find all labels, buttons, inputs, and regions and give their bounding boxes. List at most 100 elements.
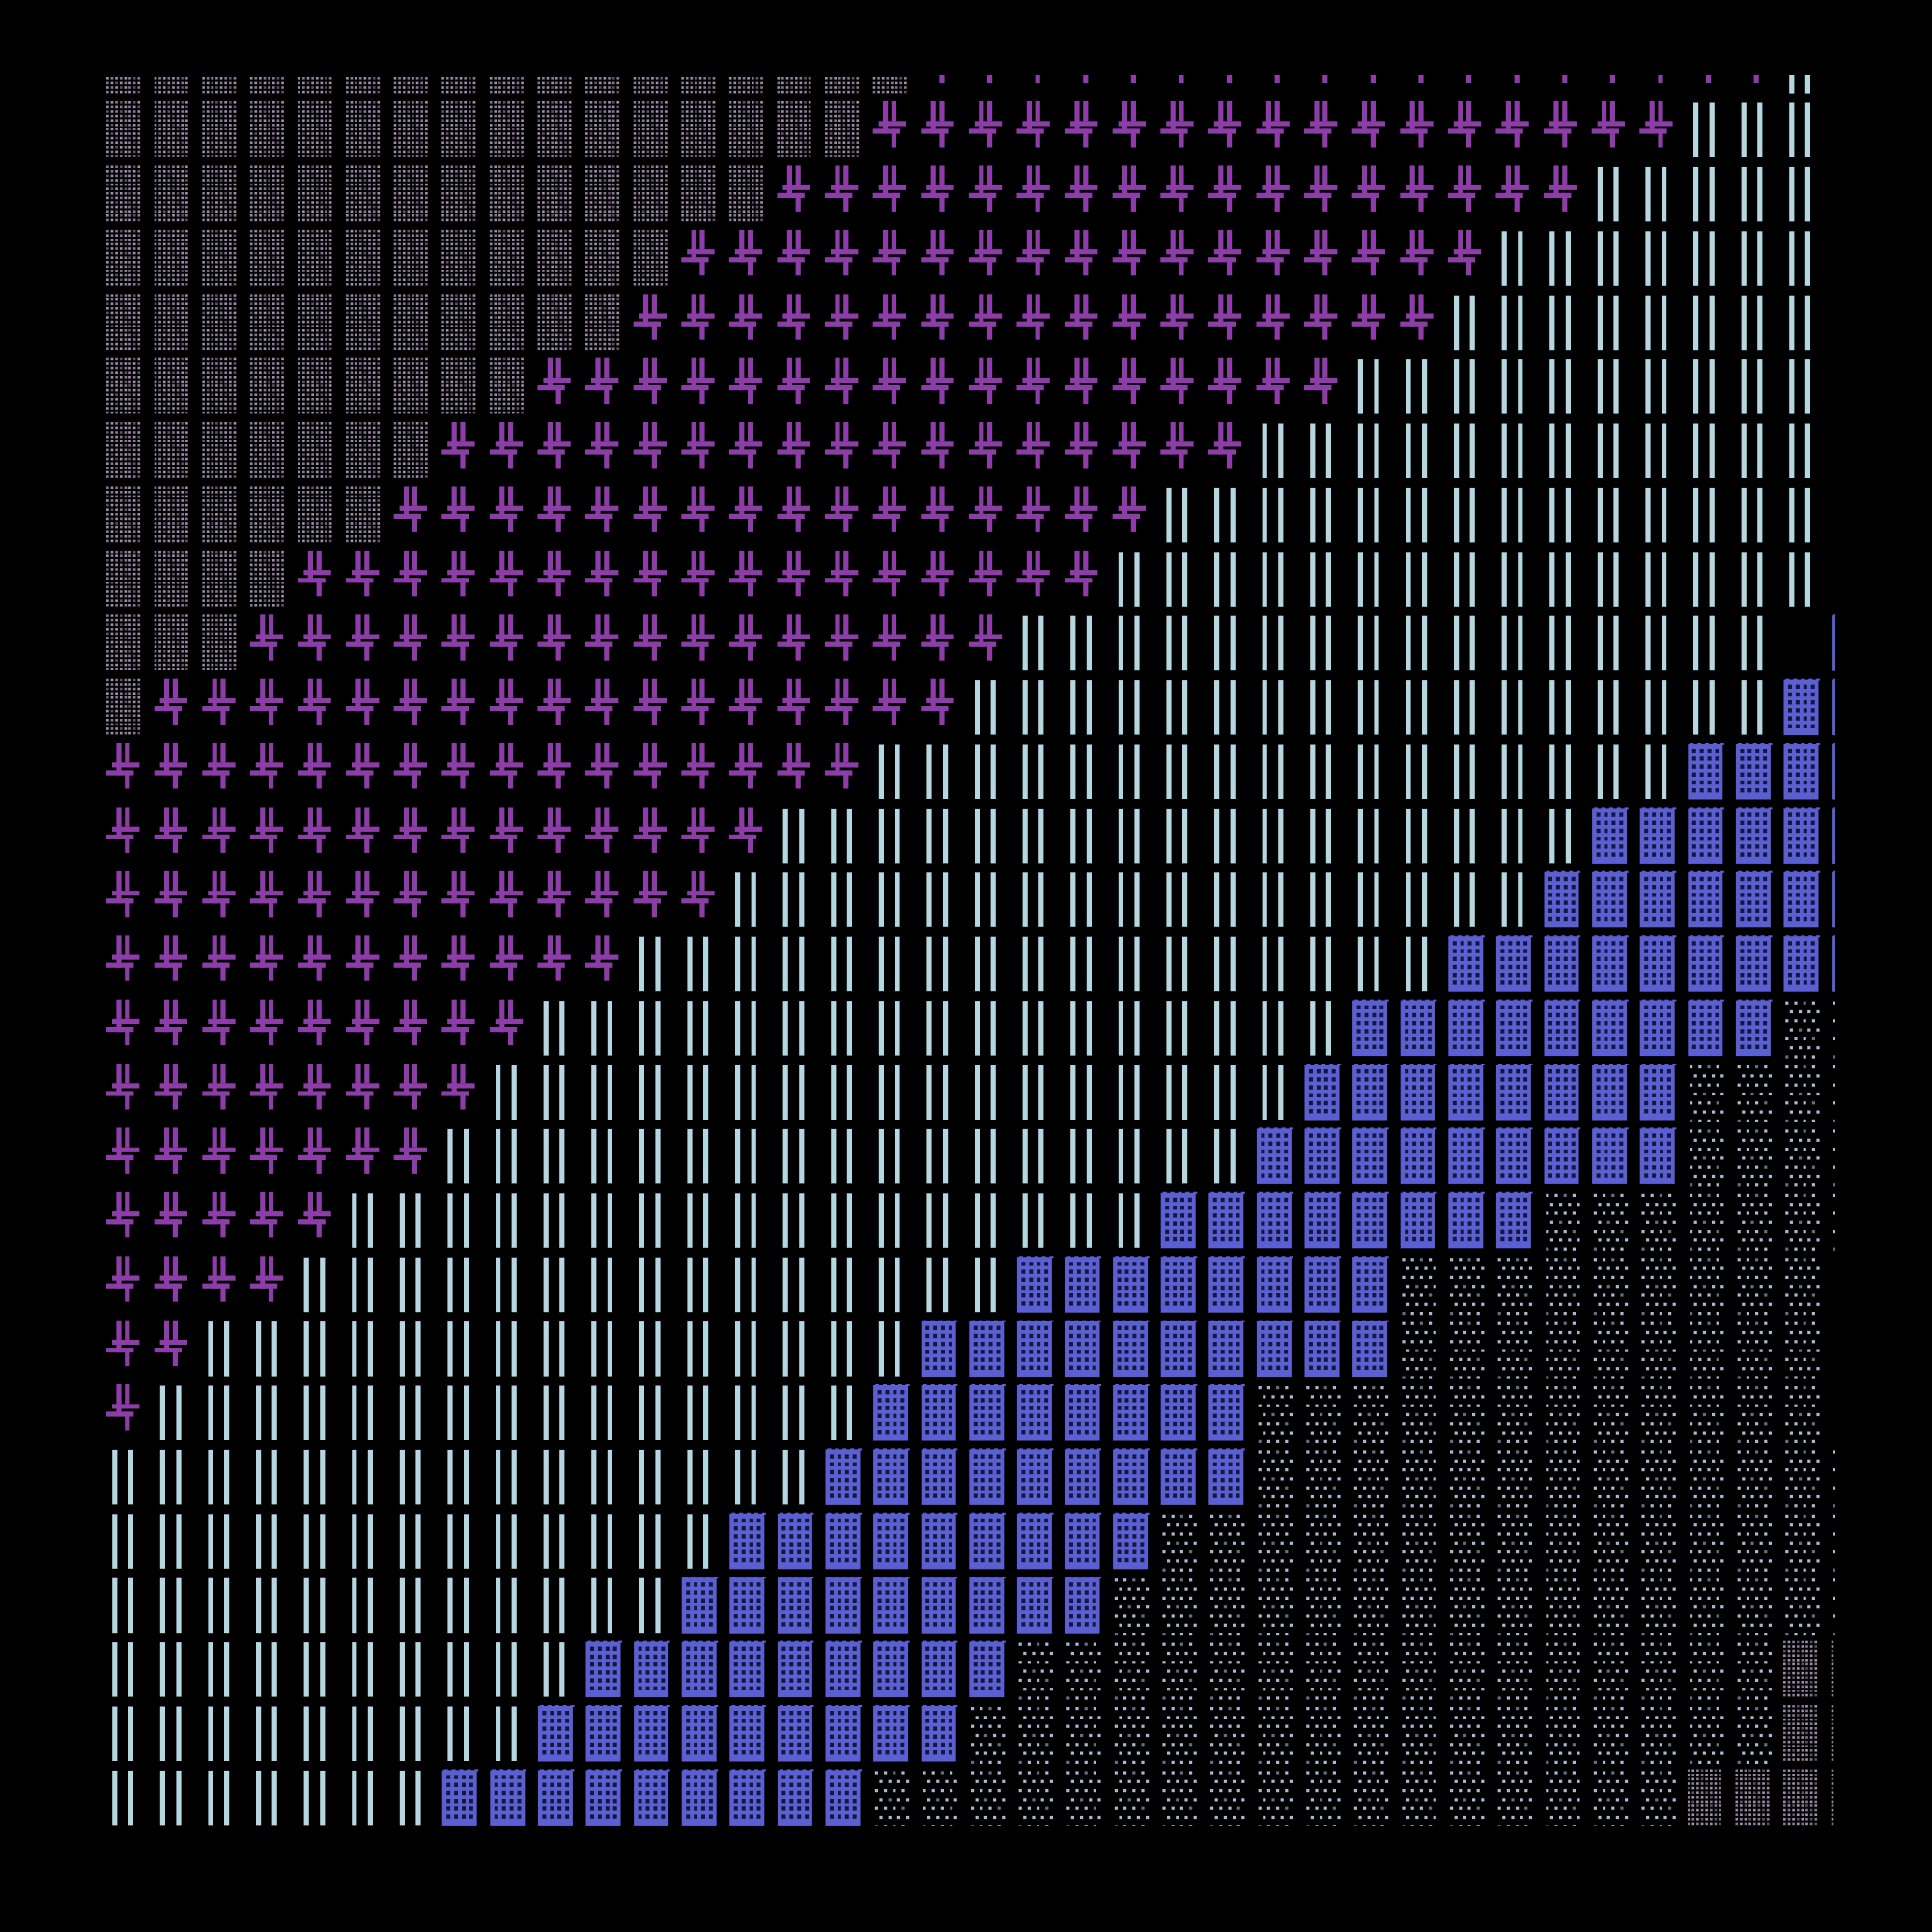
sparse-dot-block [1546, 1707, 1579, 1764]
double-vertical-lines [783, 1065, 805, 1121]
dense-dot-block [106, 358, 140, 414]
sparse-dot-block [1210, 1515, 1244, 1572]
double-cross-glyph [298, 551, 330, 597]
double-vertical-lines [112, 1642, 133, 1697]
woven-indigo-block [1113, 1254, 1150, 1313]
double-vertical-lines [447, 1642, 469, 1697]
double-cross-glyph [537, 551, 570, 597]
double-cross-glyph [1352, 230, 1385, 275]
woven-indigo-block [1161, 1382, 1198, 1441]
double-cross-glyph [490, 486, 523, 532]
sparse-dot-block [1833, 1450, 1835, 1507]
double-cross-glyph [298, 871, 330, 918]
double-vertical-lines [400, 1321, 421, 1377]
sparse-dot-block [1306, 1643, 1340, 1700]
double-cross-glyph [298, 1064, 330, 1110]
woven-indigo-block [1257, 1125, 1293, 1184]
double-cross-glyph [250, 1256, 283, 1302]
dense-dot-block [250, 101, 284, 157]
dense-dot-block [441, 230, 475, 286]
double-cross-glyph [1256, 75, 1289, 83]
double-vertical-lines [208, 1321, 229, 1377]
double-vertical-lines [1166, 552, 1187, 607]
double-vertical-lines [256, 1450, 277, 1505]
double-cross-glyph [250, 614, 283, 661]
woven-indigo-block [1496, 998, 1533, 1057]
double-cross-glyph [202, 1000, 235, 1046]
double-vertical-lines [1693, 103, 1715, 158]
dense-dot-block [155, 486, 188, 542]
double-vertical-lines [208, 1514, 229, 1569]
double-vertical-lines [400, 1193, 421, 1248]
sparse-dot-block [1546, 1643, 1579, 1700]
double-vertical-lines [687, 1065, 708, 1121]
sparse-dot-block [1306, 1450, 1340, 1507]
double-vertical-lines [975, 809, 996, 864]
dense-dot-block [441, 165, 475, 221]
sparse-dot-block [1402, 1707, 1435, 1764]
double-cross-glyph [825, 165, 858, 212]
double-vertical-lines [1454, 424, 1475, 479]
woven-indigo-block [1640, 998, 1677, 1057]
dense-dot-block [537, 294, 571, 350]
double-vertical-lines [783, 1386, 805, 1441]
double-vertical-lines [1070, 745, 1092, 800]
dense-dot-block [394, 230, 428, 286]
double-cross-glyph [1544, 165, 1577, 212]
woven-indigo-block [682, 1639, 719, 1698]
sparse-dot-block [1162, 1578, 1196, 1635]
sparse-dot-block [1690, 1258, 1723, 1315]
double-cross-glyph [490, 743, 523, 789]
dense-dot-block [250, 230, 284, 286]
double-vertical-lines [1358, 680, 1379, 735]
double-vertical-lines [975, 937, 996, 991]
double-vertical-lines [1693, 359, 1715, 414]
dense-dot-block [250, 75, 284, 93]
woven-indigo-block [634, 1639, 670, 1698]
double-vertical-lines [1549, 809, 1571, 864]
double-vertical-lines [831, 1129, 852, 1184]
double-vertical-lines [208, 1642, 229, 1697]
double-cross-glyph [394, 743, 427, 789]
double-vertical-lines [687, 937, 708, 991]
woven-indigo-block [969, 1639, 1006, 1698]
sparse-dot-block [1785, 1258, 1819, 1315]
double-vertical-lines [1263, 937, 1284, 991]
sparse-dot-block [1738, 1129, 1772, 1186]
double-vertical-lines [544, 1129, 565, 1184]
double-cross-glyph [250, 743, 283, 789]
double-cross-glyph [777, 230, 810, 275]
double-vertical-lines [304, 1386, 326, 1441]
double-vertical-lines [879, 1258, 900, 1313]
double-vertical-lines [1598, 680, 1619, 735]
woven-indigo-block [538, 1767, 575, 1826]
dense-dot-block [202, 101, 236, 157]
double-vertical-lines [447, 1386, 469, 1441]
double-cross-glyph [1400, 165, 1433, 212]
double-cross-glyph [873, 165, 906, 212]
dense-dot-block [106, 101, 140, 157]
double-vertical-lines [447, 1450, 469, 1505]
double-cross-glyph [537, 614, 570, 661]
double-vertical-lines [1549, 424, 1571, 479]
double-cross-glyph [537, 807, 570, 853]
double-cross-glyph [825, 679, 858, 725]
double-vertical-lines [1166, 1065, 1187, 1121]
double-vertical-lines [1119, 1001, 1140, 1056]
double-vertical-lines [1023, 1001, 1044, 1056]
double-vertical-lines [496, 1578, 517, 1634]
double-vertical-lines [735, 1129, 756, 1184]
woven-indigo-block [873, 1703, 910, 1762]
double-cross-glyph [1065, 75, 1097, 83]
double-cross-glyph [346, 614, 379, 661]
sparse-dot-block [1354, 1771, 1388, 1826]
sparse-dot-block [971, 1771, 1005, 1826]
dense-dot-block [441, 358, 475, 414]
double-vertical-lines [1502, 424, 1523, 479]
double-cross-glyph [490, 935, 523, 981]
double-cross-glyph [729, 743, 762, 789]
double-cross-glyph [825, 743, 858, 789]
double-vertical-lines [975, 1065, 996, 1121]
sparse-dot-block [1641, 1578, 1675, 1635]
double-cross-glyph [873, 551, 906, 597]
